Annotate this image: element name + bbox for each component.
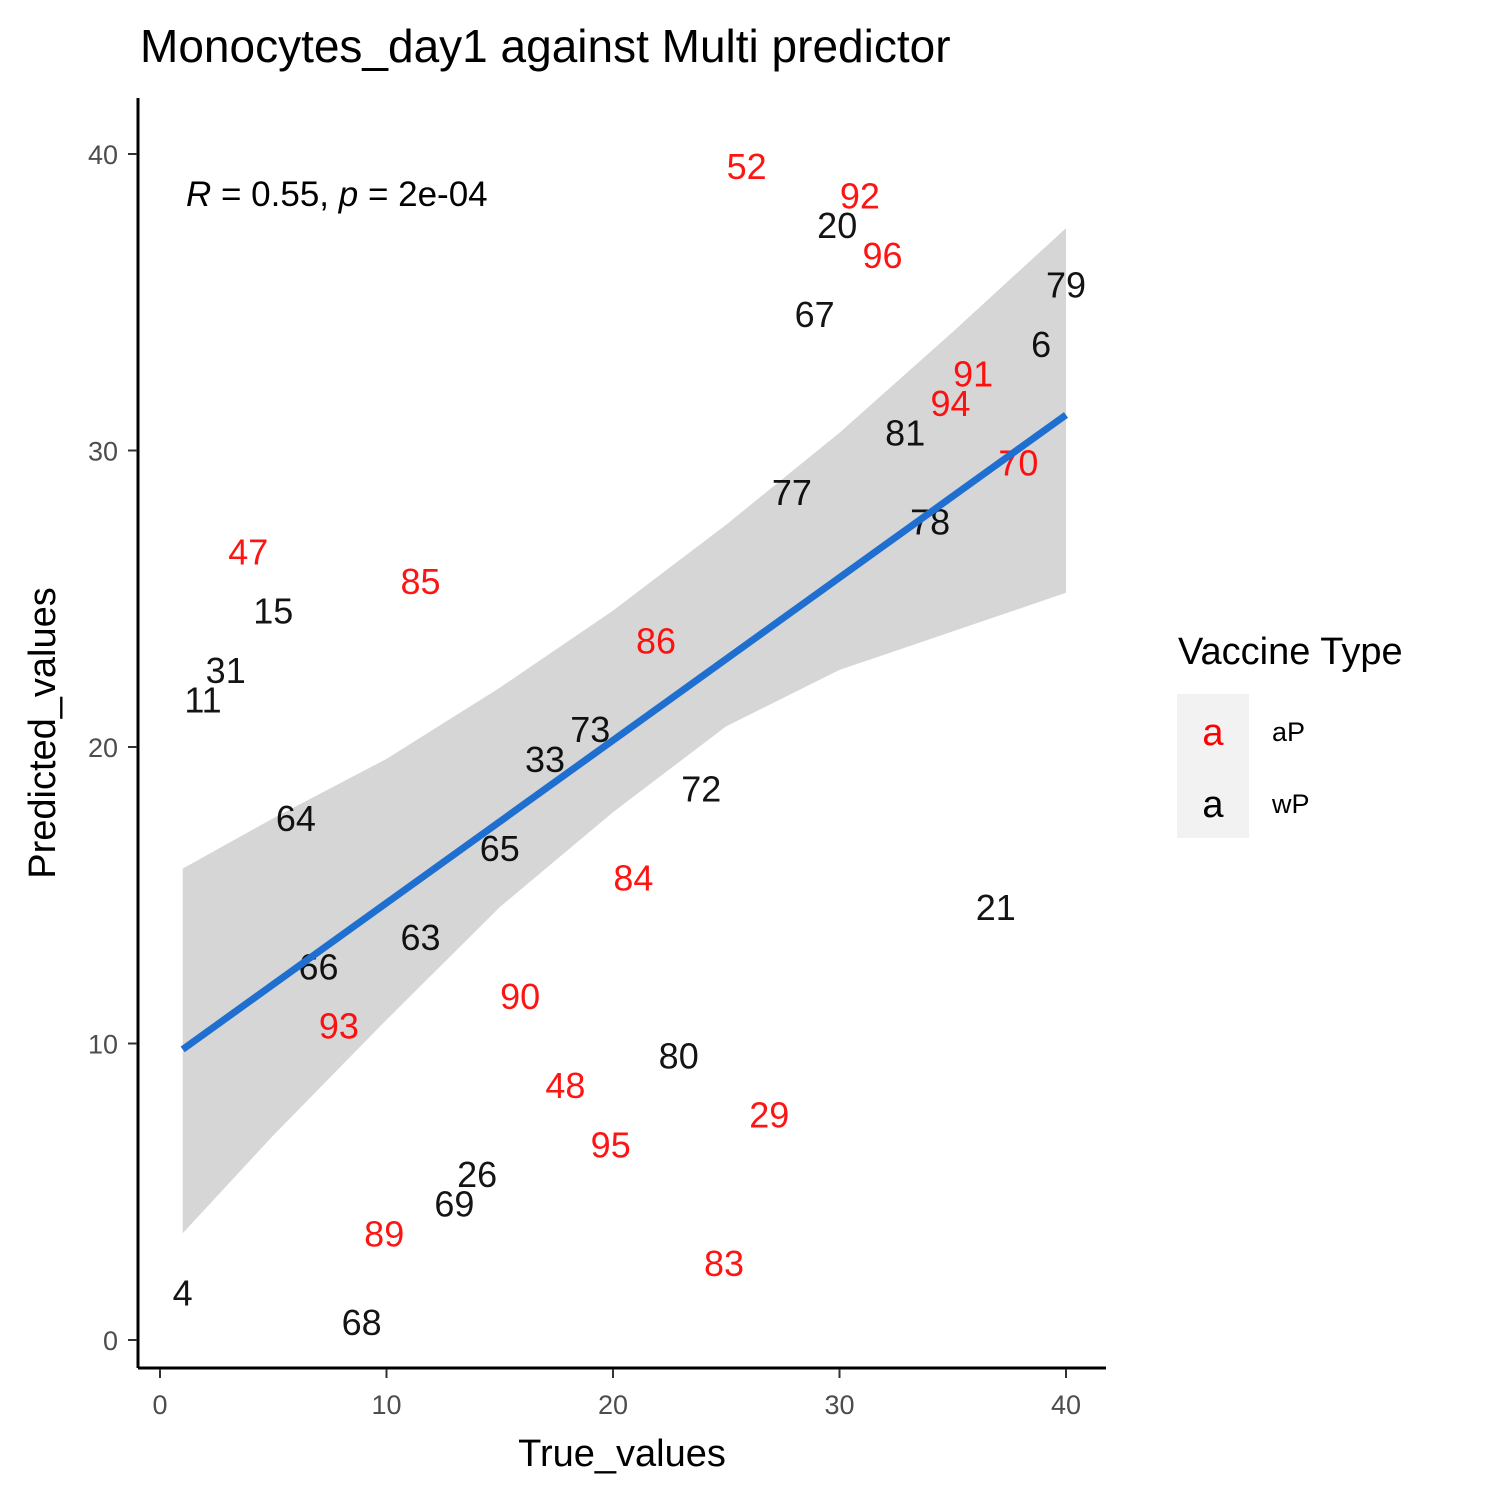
x-tick-label-40: 40 xyxy=(1051,1390,1081,1420)
y-tick-label-10: 10 xyxy=(88,1030,118,1060)
y-ticks: 0 10 20 30 40 xyxy=(88,140,137,1356)
x-tick-label-0: 0 xyxy=(152,1390,167,1420)
point-label-26: 26 xyxy=(457,1154,497,1195)
point-label-85: 85 xyxy=(400,561,440,602)
y-tick-label-0: 0 xyxy=(103,1326,118,1356)
point-label-33: 33 xyxy=(525,739,565,780)
point-label-81: 81 xyxy=(885,413,925,454)
point-label-21: 21 xyxy=(976,887,1016,928)
point-label-52: 52 xyxy=(727,146,767,187)
point-label-68: 68 xyxy=(342,1302,382,1343)
point-label-64: 64 xyxy=(276,798,316,839)
point-label-20: 20 xyxy=(817,205,857,246)
point-label-84: 84 xyxy=(613,858,653,899)
x-tick-label-20: 20 xyxy=(598,1390,628,1420)
r-value: = 0.55, xyxy=(211,175,338,214)
p-value: = 2e-04 xyxy=(358,175,487,214)
point-label-92: 92 xyxy=(840,176,880,217)
legend-title: Vaccine Type xyxy=(1178,631,1403,673)
point-labels: 5292209679676919481707778478515863111733… xyxy=(173,146,1086,1343)
point-label-4: 4 xyxy=(173,1273,193,1314)
x-tick-label-10: 10 xyxy=(371,1390,401,1420)
point-label-80: 80 xyxy=(659,1035,699,1076)
point-label-69: 69 xyxy=(434,1184,474,1225)
point-label-90: 90 xyxy=(500,976,540,1017)
point-label-79: 79 xyxy=(1046,265,1086,306)
point-label-86: 86 xyxy=(636,620,676,661)
legend-label-ap: aP xyxy=(1272,717,1305,747)
point-label-15: 15 xyxy=(253,591,293,632)
chart-title: Monocytes_day1 against Multi predictor xyxy=(140,20,951,72)
point-label-91: 91 xyxy=(953,353,993,394)
x-ticks: 0 10 20 30 40 xyxy=(152,1369,1081,1420)
x-tick-label-30: 30 xyxy=(824,1390,854,1420)
point-label-31: 31 xyxy=(206,650,246,691)
legend-key-wp: a xyxy=(1202,784,1224,826)
regression-line xyxy=(180,412,1069,1053)
point-label-47: 47 xyxy=(228,531,268,572)
point-label-11: 11 xyxy=(184,680,221,721)
legend-key-background xyxy=(1177,694,1249,838)
x-axis-title: True_values xyxy=(518,1433,726,1475)
point-label-29: 29 xyxy=(749,1095,789,1136)
point-label-95: 95 xyxy=(591,1124,631,1165)
axes: 0 10 20 30 40 0 10 20 30 40 xyxy=(88,98,1106,1420)
point-label-6: 6 xyxy=(1031,324,1051,365)
y-axis-title: Predicted_values xyxy=(22,587,64,879)
point-label-96: 96 xyxy=(862,235,902,276)
y-tick-label-30: 30 xyxy=(88,437,118,467)
y-tick-label-20: 20 xyxy=(88,733,118,763)
p-symbol: p xyxy=(338,175,358,214)
plot-area: 5292209679676919481707778478515863111733… xyxy=(173,146,1086,1343)
point-label-77: 77 xyxy=(772,472,812,513)
legend-label-wp: wP xyxy=(1271,789,1310,819)
point-label-63: 63 xyxy=(400,917,440,958)
correlation-annotation: R = 0.55, p = 2e-04 xyxy=(186,175,488,214)
y-tick-label-40: 40 xyxy=(88,140,118,170)
point-label-94: 94 xyxy=(930,383,970,424)
legend-key-ap: a xyxy=(1202,712,1224,754)
point-label-67: 67 xyxy=(795,294,835,335)
r-symbol: R xyxy=(186,175,211,214)
point-label-72: 72 xyxy=(681,769,721,810)
point-label-83: 83 xyxy=(704,1243,744,1284)
point-label-93: 93 xyxy=(319,1006,359,1047)
point-label-48: 48 xyxy=(545,1065,585,1106)
legend: Vaccine Type a aP a wP xyxy=(1177,631,1403,838)
point-label-89: 89 xyxy=(364,1213,404,1254)
